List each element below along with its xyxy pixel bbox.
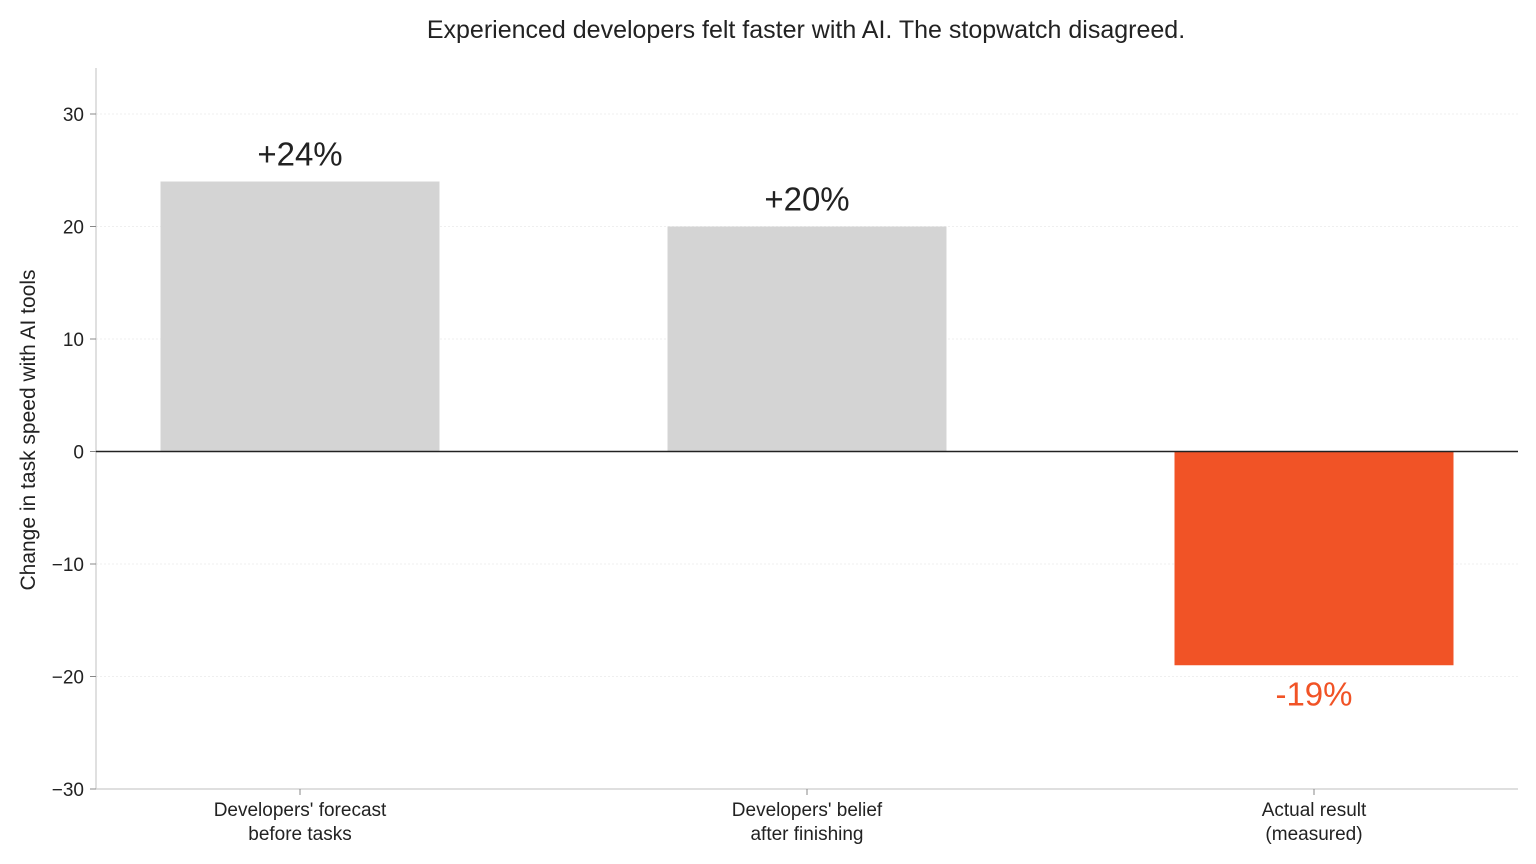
- y-tick-label: −20: [52, 668, 84, 689]
- category-label: Developers' belief: [732, 800, 883, 821]
- y-tick-label: 0: [73, 443, 84, 464]
- data-label: -19%: [1275, 675, 1352, 712]
- category-label: before tasks: [248, 824, 352, 845]
- y-tick-label: −30: [52, 780, 84, 801]
- y-tick-label: −10: [52, 555, 84, 576]
- data-label: +20%: [764, 181, 849, 218]
- y-ticks: 30 20 10 0 −10 −20 −30: [52, 105, 96, 801]
- bars: [160, 181, 1454, 666]
- bar: [1174, 451, 1454, 666]
- chart-title: Experienced developers felt faster with …: [427, 16, 1185, 44]
- data-labels: +24% +20% -19%: [96, 136, 1518, 712]
- category-label: after finishing: [750, 824, 863, 845]
- category-label: Developers' forecast: [214, 800, 387, 821]
- x-categories: Developers' forecast before tasks Develope…: [214, 789, 1367, 845]
- y-axis-label: Change in task speed with AI tools: [17, 269, 40, 590]
- y-tick-label: 30: [63, 105, 84, 126]
- data-label: +24%: [257, 136, 342, 173]
- y-tick-label: 10: [63, 330, 84, 351]
- bar: [667, 226, 947, 452]
- category-label: (measured): [1265, 824, 1362, 845]
- bar: [160, 181, 440, 452]
- category-label: Actual result: [1262, 800, 1367, 821]
- y-tick-label: 20: [63, 218, 84, 239]
